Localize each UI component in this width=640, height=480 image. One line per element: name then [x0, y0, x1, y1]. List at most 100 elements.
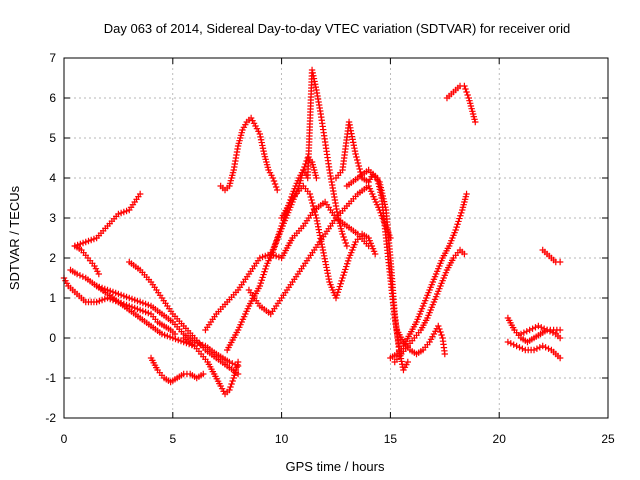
data-point [311, 208, 318, 216]
data-point [271, 243, 278, 250]
data-point [376, 181, 384, 188]
data-point [457, 212, 464, 219]
data-point [73, 270, 81, 278]
data-point [79, 273, 87, 280]
data-point [270, 177, 278, 185]
data-point [398, 358, 405, 365]
data-point [377, 184, 385, 191]
series-arc-20 [443, 82, 479, 126]
data-point [342, 239, 349, 247]
data-point [556, 326, 564, 334]
data-point [343, 260, 351, 267]
data-point [335, 286, 342, 293]
x-tick-label: 0 [61, 432, 68, 446]
data-point [464, 91, 471, 99]
series-arc-7 [147, 354, 207, 386]
data-point [260, 271, 267, 278]
y-tick-label: -1 [45, 371, 56, 385]
data-point [355, 162, 363, 170]
data-point [472, 118, 479, 126]
data-point [517, 330, 525, 338]
data-point [404, 358, 412, 366]
data-point [338, 277, 345, 285]
data-point [530, 346, 538, 354]
y-tick-label: -2 [45, 411, 56, 425]
series-arc-2 [67, 266, 198, 350]
data-point [227, 383, 234, 391]
data-point [461, 82, 468, 90]
data-point [309, 69, 316, 77]
data-point [549, 329, 557, 336]
data-point [535, 322, 542, 330]
series-arc-9 [202, 198, 372, 334]
series-arc-18 [391, 246, 468, 366]
data-point [200, 370, 207, 378]
data-point [536, 344, 544, 351]
data-point [529, 325, 536, 332]
data-point [376, 178, 383, 186]
data-point [354, 159, 362, 167]
x-tick-label: 5 [169, 432, 176, 446]
data-point [274, 186, 281, 194]
data-point [268, 251, 275, 259]
data-point [332, 294, 340, 302]
data-point [226, 386, 233, 394]
data-point [309, 202, 317, 210]
data-point [276, 228, 283, 236]
data-point [504, 338, 512, 346]
data-point [301, 163, 308, 171]
data-point [313, 174, 320, 182]
data-point [441, 350, 448, 358]
data-point [310, 75, 318, 82]
data-point [339, 274, 346, 282]
data-point [269, 248, 276, 256]
data-point [556, 354, 564, 362]
data-point [542, 344, 549, 351]
y-tick-label: 3 [49, 211, 56, 225]
data-point [378, 187, 385, 194]
data-point [556, 258, 564, 266]
data-point [278, 222, 285, 230]
data-point [234, 358, 242, 366]
y-tick-label: 6 [49, 91, 56, 105]
data-point [234, 370, 242, 378]
plot-frame [63, 57, 609, 419]
data-point [307, 193, 314, 201]
data-point [340, 271, 347, 279]
data-point [556, 334, 564, 342]
data-point [229, 360, 236, 367]
data-point [262, 265, 269, 273]
y-tick-label: 5 [49, 131, 56, 145]
data-point [76, 272, 84, 279]
data-point [311, 81, 319, 88]
data-point [310, 72, 317, 79]
data-point [267, 254, 274, 262]
data-point [306, 190, 314, 198]
data-point [463, 190, 470, 198]
series-arc-8 [180, 334, 242, 398]
data-point [258, 139, 265, 146]
data-point [308, 196, 315, 204]
data-point [308, 66, 316, 74]
y-tick-label: 7 [49, 51, 56, 65]
data-point [277, 225, 284, 233]
data-point [352, 150, 359, 158]
data-point [272, 183, 280, 191]
data-point [545, 345, 552, 352]
data-point [336, 283, 343, 290]
data-point [259, 142, 266, 149]
x-tick-label: 20 [493, 432, 507, 446]
series-arc-4 [71, 242, 103, 278]
data-point [378, 190, 386, 197]
data-point [259, 274, 266, 281]
series-arc-14 [278, 182, 379, 302]
data-point [309, 199, 316, 207]
data-point [337, 280, 344, 287]
data-point [226, 358, 233, 366]
series-arc-24 [539, 246, 564, 266]
data-point [452, 226, 459, 234]
data-point [462, 85, 469, 93]
axes: 0 5 10 15 20 25 -2 -1 0 1 2 3 4 5 6 7 [45, 51, 615, 446]
data-point [339, 230, 346, 238]
data-point [257, 133, 264, 141]
